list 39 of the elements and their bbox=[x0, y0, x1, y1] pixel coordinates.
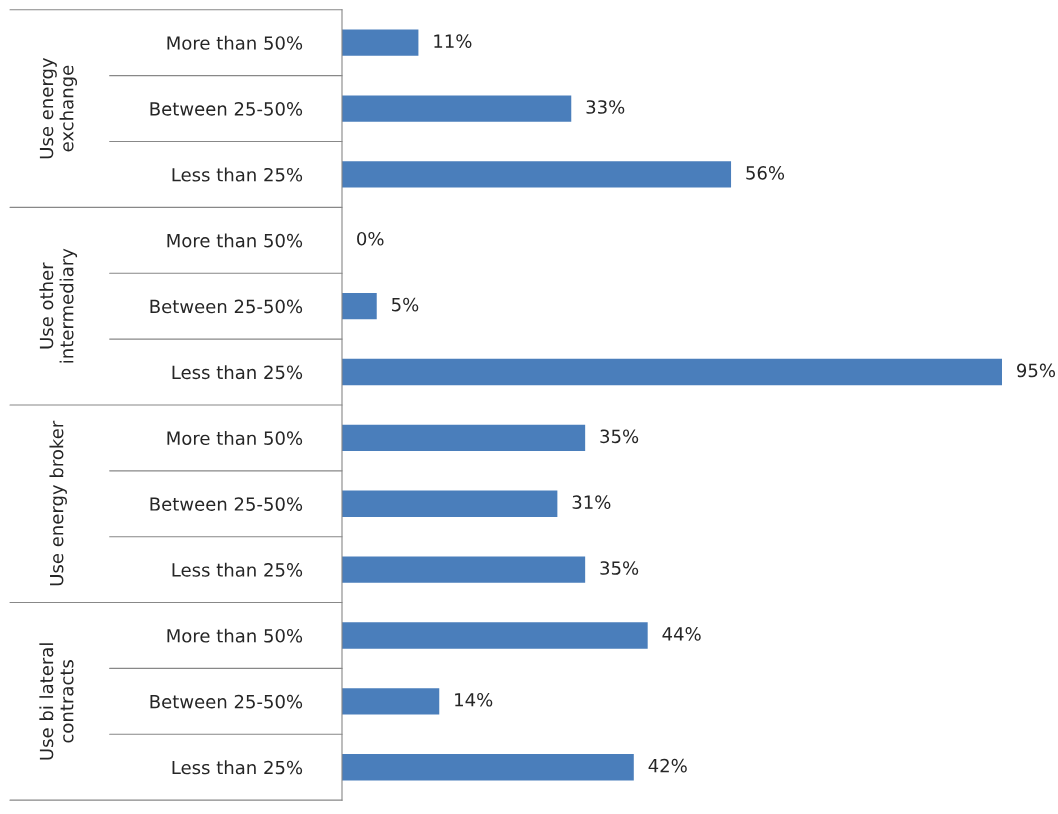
data-label: 11% bbox=[434, 34, 472, 48]
y-tick-label: More than 50% bbox=[167, 628, 303, 643]
data-label: 42% bbox=[648, 758, 687, 773]
y-tick-label: More than 50% bbox=[167, 35, 303, 50]
y-tick-label: More than 50% bbox=[167, 431, 303, 446]
bar bbox=[342, 358, 1002, 386]
bar bbox=[342, 622, 648, 649]
text: Use energy exchange bbox=[39, 57, 78, 159]
text: Use energy broker bbox=[49, 420, 67, 586]
bar bbox=[342, 292, 377, 320]
text: Use other intermediary bbox=[39, 248, 78, 363]
bar bbox=[342, 29, 419, 56]
y-tick-label: Between 25-50% bbox=[150, 694, 303, 709]
data-label: 56% bbox=[746, 166, 785, 180]
y-tick-label: Between 25-50% bbox=[150, 299, 303, 314]
y-tick-label: Between 25-50% bbox=[150, 102, 303, 116]
data-label: 35% bbox=[600, 561, 639, 575]
bar bbox=[342, 424, 586, 452]
y-tick-label: Less than 25% bbox=[172, 365, 303, 380]
bar bbox=[342, 95, 572, 122]
y-tick-label: Less than 25% bbox=[172, 167, 303, 182]
bar bbox=[342, 688, 440, 715]
y-tick-label: More than 50% bbox=[167, 233, 303, 248]
text: Use bi lateral contracts bbox=[39, 643, 74, 760]
data-label: 95% bbox=[1017, 363, 1056, 378]
data-label: 5% bbox=[392, 297, 419, 312]
data-label: 31% bbox=[572, 495, 611, 509]
data-label: 35% bbox=[600, 429, 639, 444]
y-tick-label: Less than 25% bbox=[172, 562, 303, 577]
bar bbox=[342, 490, 558, 517]
bar bbox=[342, 556, 586, 583]
data-label: 33% bbox=[586, 100, 625, 114]
bar bbox=[342, 754, 634, 781]
data-label: 14% bbox=[455, 692, 493, 707]
bar bbox=[342, 161, 732, 188]
data-label: 0% bbox=[357, 231, 384, 246]
data-label: 44% bbox=[662, 627, 701, 641]
y-tick-label: Less than 25% bbox=[172, 760, 303, 775]
y-tick-label: Between 25-50% bbox=[150, 497, 303, 511]
